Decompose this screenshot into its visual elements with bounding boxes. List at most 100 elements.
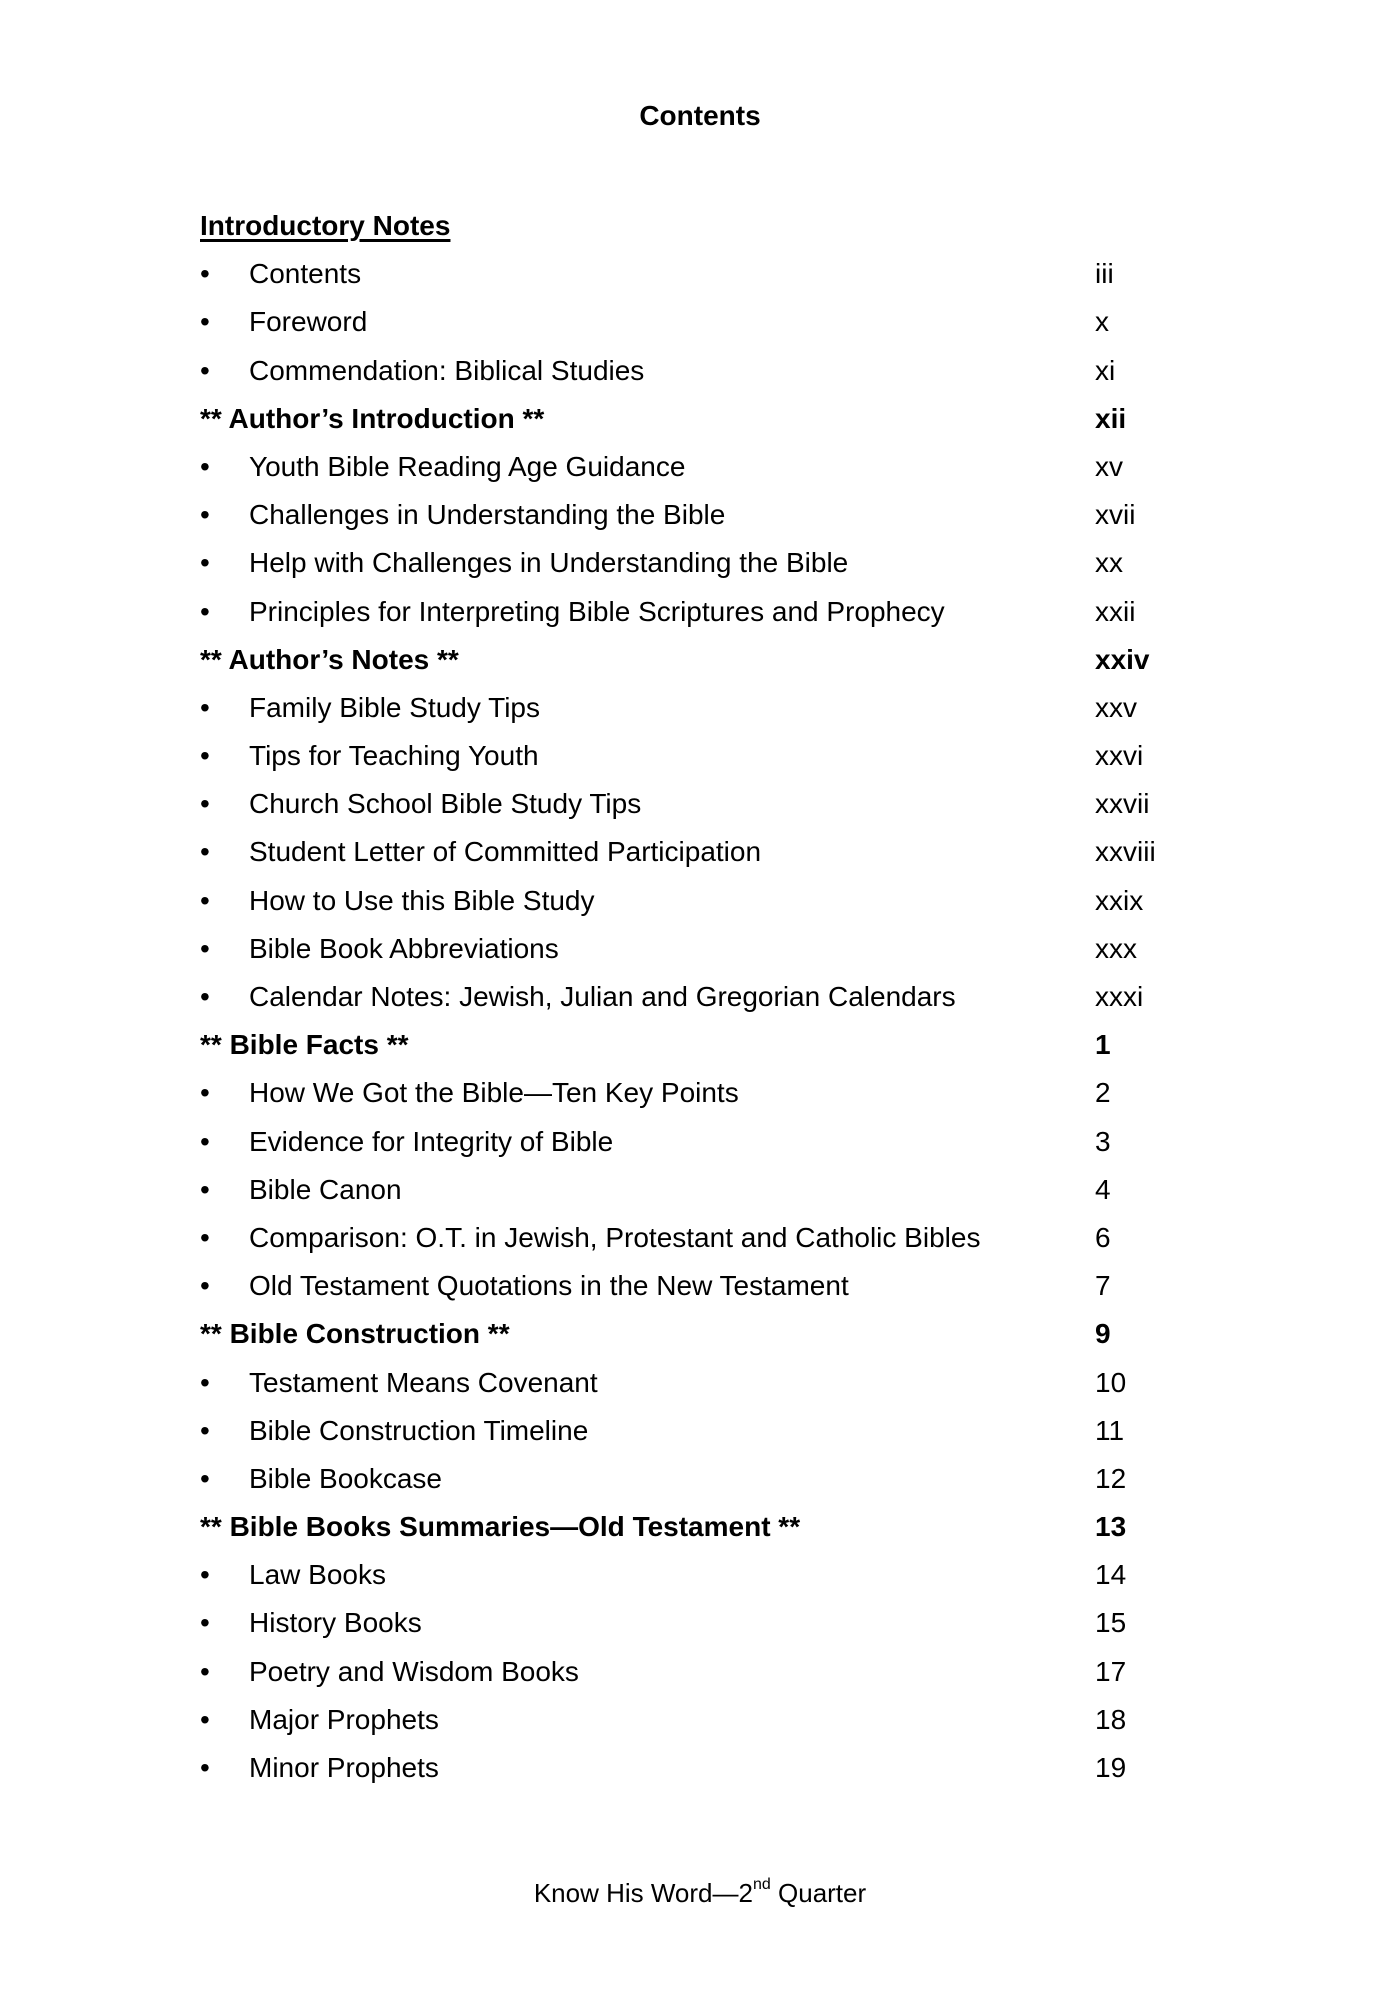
bullet-icon: • bbox=[200, 884, 210, 916]
toc-item-row: • Student Letter of Committed Participati… bbox=[200, 828, 1200, 876]
entry-page-number: 10 bbox=[1095, 1366, 1127, 1398]
toc-heading-row: ** Bible Facts ** 1 bbox=[200, 1021, 1200, 1069]
toc-item-row: • Youth Bible Reading Age Guidance xv bbox=[200, 443, 1200, 491]
bullet-icon: • bbox=[200, 547, 210, 579]
entry-page-number: 4 bbox=[1095, 1173, 1111, 1205]
bullet-icon: • bbox=[200, 788, 210, 820]
entry-label: Bible Canon bbox=[249, 1173, 402, 1205]
toc-item-row: • Law Books 14 bbox=[200, 1551, 1200, 1599]
toc-item-row: • How to Use this Bible Study xxix bbox=[200, 877, 1200, 925]
entry-page-number: xx bbox=[1095, 547, 1123, 579]
entry-page-number: xxxi bbox=[1095, 981, 1144, 1012]
bullet-icon: • bbox=[200, 1414, 210, 1446]
entry-label: How We Got the Bible—Ten Key Points bbox=[249, 1077, 739, 1109]
entry-label: Commendation: Biblical Studies bbox=[249, 354, 645, 386]
entry-page-number: iii bbox=[1095, 258, 1114, 290]
entry-page-number: xvii bbox=[1095, 499, 1136, 531]
toc-item-row: • Poetry and Wisdom Books 17 bbox=[200, 1648, 1200, 1696]
bullet-icon: • bbox=[200, 932, 210, 964]
bullet-icon: • bbox=[200, 1125, 210, 1157]
entry-label: Bible Bookcase bbox=[249, 1462, 443, 1494]
bullet-icon: • bbox=[200, 1559, 210, 1591]
entry-label: Student Letter of Committed Participatio… bbox=[249, 836, 762, 868]
entry-page-number: xv bbox=[1095, 450, 1123, 482]
entry-page-number: 15 bbox=[1095, 1607, 1127, 1639]
toc-item-row: • Challenges in Understanding the Bible xv… bbox=[200, 491, 1200, 539]
entry-page-number: x bbox=[1095, 306, 1109, 338]
toc-item-row: • Tips for Teaching Youth xxvi bbox=[200, 732, 1200, 780]
toc-item-row: • Bible Bookcase 12 bbox=[200, 1455, 1200, 1503]
entry-page-number: xxvii bbox=[1095, 788, 1150, 820]
bullet-icon: • bbox=[200, 595, 210, 627]
bullet-icon: • bbox=[200, 836, 210, 868]
page-footer: Know His Word—2nd Quarter bbox=[0, 1876, 1400, 1909]
entry-label: Bible Construction Timeline bbox=[249, 1414, 589, 1446]
toc-heading-row: ** Bible Books Summaries—Old Testament *… bbox=[200, 1503, 1200, 1551]
toc-item-row: • Comparison: O.T. in Jewish, Protestant … bbox=[200, 1214, 1200, 1262]
entry-label: Bible Book Abbreviations bbox=[249, 932, 559, 964]
toc-heading-row: ** Bible Construction ** 9 bbox=[200, 1310, 1200, 1358]
entry-page-number: xii bbox=[1095, 402, 1127, 434]
entry-page-number: 19 bbox=[1095, 1752, 1127, 1783]
bullet-icon: • bbox=[200, 1173, 210, 1205]
entry-label: How to Use this Bible Study bbox=[249, 884, 595, 916]
entry-label: ** Bible Facts ** bbox=[200, 1029, 409, 1061]
entry-page-number: 17 bbox=[1095, 1655, 1127, 1687]
toc-item-row: • Help with Challenges in Understanding t… bbox=[200, 539, 1200, 587]
bullet-icon: • bbox=[200, 1752, 210, 1783]
bullet-icon: • bbox=[200, 981, 210, 1012]
entry-page-number: 3 bbox=[1095, 1125, 1111, 1157]
bullet-icon: • bbox=[200, 1607, 210, 1639]
toc-item-row: • Minor Prophets 19 bbox=[200, 1744, 1200, 1792]
entry-page-number: 6 bbox=[1095, 1221, 1111, 1253]
page-title: Contents bbox=[639, 100, 761, 131]
entry-label: Tips for Teaching Youth bbox=[249, 740, 539, 772]
bullet-icon: • bbox=[200, 354, 210, 386]
bullet-icon: • bbox=[200, 1077, 210, 1109]
entry-label: Foreword bbox=[249, 306, 368, 338]
entry-page-number: xxviii bbox=[1095, 836, 1156, 868]
entry-label: ** Bible Books Summaries—Old Testament *… bbox=[200, 1511, 801, 1543]
bullet-icon: • bbox=[200, 1270, 210, 1302]
toc-item-row: • Old Testament Quotations in the New Tes… bbox=[200, 1262, 1200, 1310]
footer-text: Know His Word—2 bbox=[533, 1878, 753, 1908]
bullet-icon: • bbox=[200, 1221, 210, 1253]
bullet-icon: • bbox=[200, 740, 210, 772]
toc-heading-row: ** Author’s Introduction ** xii bbox=[200, 395, 1200, 443]
entry-page-number: 11 bbox=[1095, 1414, 1125, 1446]
entry-page-number: xxiv bbox=[1095, 643, 1150, 675]
table-of-contents: Introductory Notes • Contents iii • Foreword… bbox=[200, 202, 1200, 1792]
footer-superscript: nd bbox=[752, 1876, 771, 1893]
entry-label: Contents bbox=[249, 258, 362, 290]
bullet-icon: • bbox=[200, 1655, 210, 1687]
toc-item-row: • History Books 15 bbox=[200, 1599, 1200, 1647]
toc-item-row: • Calendar Notes: Jewish, Julian and Greg… bbox=[200, 973, 1200, 1021]
entry-page-number: 18 bbox=[1095, 1703, 1127, 1735]
entry-page-number: 2 bbox=[1095, 1077, 1111, 1109]
entry-label: ** Author’s Notes ** bbox=[200, 643, 459, 675]
entry-label: ** Bible Construction ** bbox=[200, 1318, 510, 1350]
entry-page-number: 1 bbox=[1095, 1029, 1111, 1061]
bullet-icon: • bbox=[200, 499, 210, 531]
entry-label: Comparison: O.T. in Jewish, Protestant a… bbox=[249, 1221, 981, 1253]
entry-page-number: xxv bbox=[1095, 691, 1137, 723]
entry-page-number: 12 bbox=[1095, 1462, 1127, 1494]
entry-label: Testament Means Covenant bbox=[249, 1366, 598, 1398]
toc-item-row: • Principles for Interpreting Bible Scrip… bbox=[200, 588, 1200, 636]
entry-label: Help with Challenges in Understanding th… bbox=[249, 547, 849, 579]
entry-label: Law Books bbox=[249, 1559, 386, 1591]
entry-label: Major Prophets bbox=[249, 1703, 439, 1735]
entry-label: Challenges in Understanding the Bible bbox=[249, 499, 726, 531]
bullet-icon: • bbox=[200, 1462, 210, 1494]
bullet-icon: • bbox=[200, 1366, 210, 1398]
entry-page-number: 14 bbox=[1095, 1559, 1127, 1591]
toc-item-row: • Bible Canon 4 bbox=[200, 1166, 1200, 1214]
entry-page-number: 9 bbox=[1095, 1318, 1111, 1350]
bullet-icon: • bbox=[200, 450, 210, 482]
entry-page-number: 13 bbox=[1095, 1511, 1127, 1543]
entry-label: Youth Bible Reading Age Guidance bbox=[249, 450, 686, 482]
toc-item-row: • Bible Book Abbreviations xxx bbox=[200, 925, 1200, 973]
toc-item-row: • Commendation: Biblical Studies xi bbox=[200, 347, 1200, 395]
entry-label: Family Bible Study Tips bbox=[249, 691, 540, 723]
entry-page-number: xxvi bbox=[1095, 740, 1144, 772]
